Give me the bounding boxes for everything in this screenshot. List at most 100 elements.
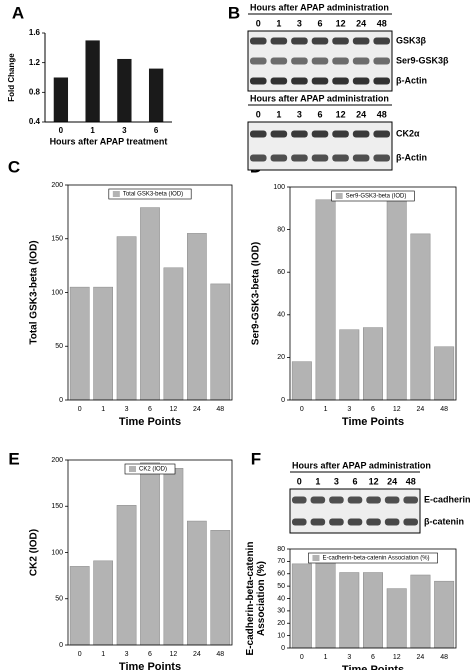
blot-band xyxy=(311,77,329,85)
blot-band xyxy=(352,154,370,162)
blot-title: Hours after APAP administration xyxy=(250,93,389,103)
y-tick-label: 0 xyxy=(59,397,63,404)
bar xyxy=(291,563,312,649)
plot-frame xyxy=(67,459,233,646)
lane-label: 6 xyxy=(352,476,357,486)
y-tick-label: 50 xyxy=(55,343,63,350)
x-tick-label: 3 xyxy=(347,406,351,413)
x-tick-label: 12 xyxy=(170,406,178,413)
y-tick-label: 0.8 xyxy=(29,87,41,96)
x-tick-label: 1 xyxy=(101,406,105,413)
y-tick-label: 200 xyxy=(51,182,63,189)
x-tick-label: 24 xyxy=(193,651,201,658)
lane-label: 12 xyxy=(336,109,346,119)
x-tick-label: 12 xyxy=(393,654,401,661)
y-tick-label: 150 xyxy=(51,503,63,510)
blot-band xyxy=(347,518,363,526)
legend-swatch xyxy=(112,191,120,197)
lane-label: 6 xyxy=(317,18,322,28)
blot-box xyxy=(289,488,421,534)
bar xyxy=(163,468,184,646)
blot-band xyxy=(373,37,390,45)
blot-band xyxy=(329,518,344,526)
lane-label: 24 xyxy=(356,109,366,119)
y-tick-label: 200 xyxy=(51,457,63,464)
plot-frame xyxy=(67,184,233,401)
lane-label: 1 xyxy=(276,18,281,28)
y-tick-label: 0 xyxy=(59,642,63,649)
x-tick-label: 0 xyxy=(78,651,82,658)
row-label: CK2α xyxy=(396,128,420,138)
lane-label: 12 xyxy=(336,18,346,28)
bar xyxy=(187,233,207,401)
blot-band xyxy=(270,77,288,85)
bar xyxy=(187,520,207,646)
blot-band xyxy=(332,154,349,162)
blot-band xyxy=(347,496,363,504)
y-tick-label: 150 xyxy=(51,236,63,243)
bar xyxy=(53,77,69,122)
x-tick-label: 1 xyxy=(90,126,95,135)
blot-band xyxy=(352,77,370,85)
legend-swatch xyxy=(335,193,343,199)
legend-swatch xyxy=(128,466,136,472)
x-tick-label: 3 xyxy=(125,406,129,413)
y-tick-label: 80 xyxy=(277,226,285,233)
blot-band xyxy=(329,496,344,504)
lane-label: 3 xyxy=(334,476,339,486)
y-tick-label: 0.4 xyxy=(29,117,41,126)
lane-label: 24 xyxy=(356,18,366,28)
y-tick-label: 1.6 xyxy=(29,28,41,37)
blot-band xyxy=(291,57,308,65)
legend-label: E-cadherin-beta-catenin Association (%) xyxy=(322,556,429,562)
blot-band xyxy=(270,57,288,65)
panel-letter: E xyxy=(8,449,19,468)
bar xyxy=(410,574,431,649)
y-tick-label: 40 xyxy=(277,312,285,319)
blot-band xyxy=(352,130,370,138)
x-axis-label: Time Points xyxy=(342,416,404,428)
panel-letter: F xyxy=(251,449,261,468)
x-tick-label: 3 xyxy=(125,651,129,658)
lane-label: 12 xyxy=(369,476,379,486)
bar xyxy=(117,58,132,122)
x-axis-label: Time Points xyxy=(119,416,181,428)
blot-band xyxy=(291,37,308,45)
bar xyxy=(315,199,336,401)
legend-box xyxy=(108,188,192,200)
bar xyxy=(363,327,383,401)
bar xyxy=(140,462,160,646)
x-tick-label: 6 xyxy=(371,654,375,661)
blot-band xyxy=(332,130,349,138)
y-tick-label: 70 xyxy=(277,558,285,565)
bar xyxy=(210,530,231,646)
x-tick-label: 6 xyxy=(148,651,152,658)
y-tick-label: 60 xyxy=(277,269,285,276)
bar xyxy=(93,286,113,401)
y-tick-label: 30 xyxy=(277,608,285,615)
y-tick-label: 0 xyxy=(281,397,285,404)
x-tick-label: 0 xyxy=(78,406,82,413)
x-tick-label: 1 xyxy=(324,406,328,413)
x-tick-label: 3 xyxy=(347,654,351,661)
lane-label: 48 xyxy=(406,476,416,486)
blot-band xyxy=(291,130,308,138)
lane-label: 1 xyxy=(315,476,320,486)
y-tick-label: 100 xyxy=(51,289,63,296)
blot-band xyxy=(366,518,381,526)
y-tick-label: 100 xyxy=(273,184,285,191)
y-axis-label: Ser9-GSK3-beta (IOD) xyxy=(251,242,262,345)
bar xyxy=(85,40,100,122)
y-axis-label: Association (%) xyxy=(256,561,267,636)
x-axis-label: Time Points xyxy=(342,664,404,670)
blot-band xyxy=(366,496,381,504)
lane-label: 3 xyxy=(297,18,302,28)
blot-band xyxy=(311,154,329,162)
blot-band xyxy=(250,130,267,138)
blot-band xyxy=(373,130,390,138)
lane-label: 6 xyxy=(317,109,322,119)
x-axis-label: Time Points xyxy=(119,661,181,670)
blot-band xyxy=(352,37,370,45)
x-tick-label: 12 xyxy=(170,651,178,658)
